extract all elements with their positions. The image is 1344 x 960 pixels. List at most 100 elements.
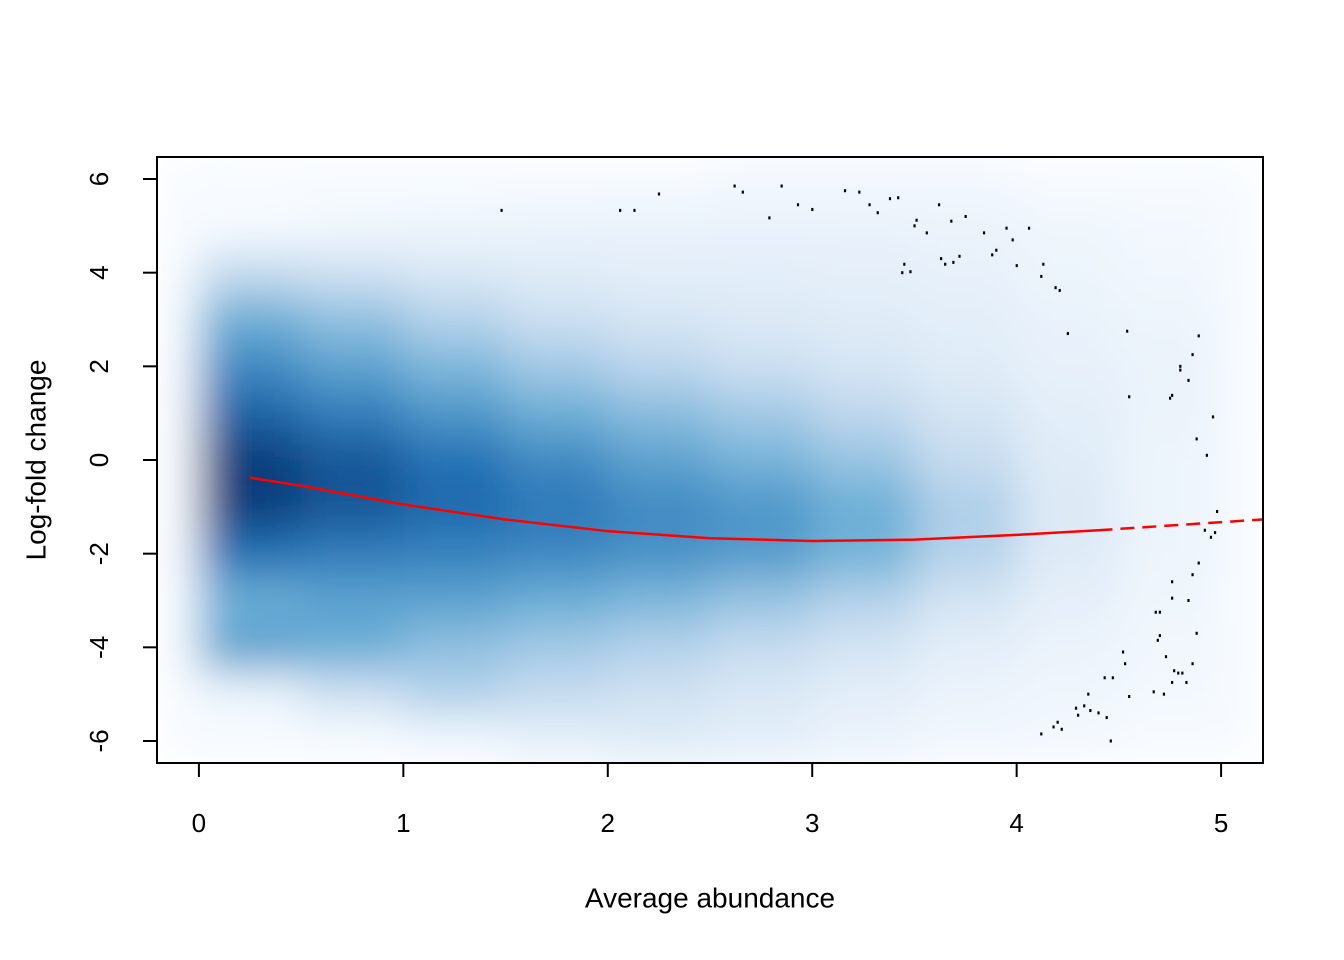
outlier-point: [1179, 368, 1182, 372]
x-tick-label: 0: [192, 808, 206, 838]
density-cell: [1118, 296, 1222, 344]
outlier-point: [1179, 364, 1182, 368]
density-cell: [607, 296, 711, 344]
density-cell: [505, 623, 609, 672]
outlier-point: [925, 231, 928, 235]
density-cell: [1118, 202, 1222, 250]
density-cell: [914, 157, 1018, 203]
density-cell: [812, 389, 915, 438]
outlier-point: [1187, 598, 1190, 602]
outlier-point: [1027, 226, 1031, 230]
outlier-point: [1177, 671, 1180, 675]
outlier-point: [1109, 739, 1112, 743]
y-tick-label: 2: [84, 359, 114, 373]
x-tick-label: 2: [601, 808, 615, 838]
outlier-point: [1156, 638, 1159, 642]
density-cell: [198, 389, 302, 438]
outlier-point: [876, 211, 879, 215]
density-cell: [1016, 670, 1120, 719]
outlier-point: [982, 231, 986, 235]
density-cell: [1016, 436, 1120, 484]
outlier-point: [1185, 680, 1188, 684]
density-cell: [812, 717, 915, 763]
outlier-point: [500, 208, 503, 212]
density-cell: [710, 202, 813, 250]
density-cell: [1016, 342, 1120, 391]
outlier-point: [1191, 573, 1194, 577]
density-cell: [1016, 577, 1120, 625]
outlier-point: [1203, 528, 1206, 532]
density-cell: [198, 530, 302, 578]
density-cell: [812, 249, 915, 297]
density-cell: [710, 157, 813, 203]
trend-line: [1098, 518, 1263, 532]
outlier-point: [995, 248, 998, 252]
outlier-point: [913, 224, 916, 228]
density-cell: [812, 436, 915, 484]
density-cell: [198, 157, 302, 203]
density-cell: [301, 577, 404, 625]
density-cell: [914, 389, 1018, 438]
outlier-point: [1042, 262, 1045, 266]
density-cell: [914, 483, 1018, 531]
outlier-point: [1152, 690, 1155, 694]
outlier-point: [952, 260, 955, 264]
density-cell: [710, 530, 813, 578]
outlier-point: [1103, 676, 1106, 680]
outlier-point: [897, 196, 900, 200]
density-cell: [505, 157, 609, 203]
density-cell: [1118, 436, 1222, 484]
density-cell: [1118, 483, 1222, 531]
outlier-point: [1005, 226, 1008, 230]
outlier-point: [1089, 709, 1092, 713]
density-cell: [403, 436, 507, 484]
outlier-point: [1060, 727, 1063, 731]
outlier-point: [733, 184, 736, 188]
density-cell: [710, 249, 813, 297]
density-cell: [198, 623, 302, 672]
outlier-point: [1191, 353, 1194, 357]
outlier-point: [1097, 711, 1100, 715]
density-cell: [1016, 389, 1120, 438]
density-cell: [403, 670, 507, 719]
density-cell: [607, 623, 711, 672]
density-cell: [505, 202, 609, 250]
outlier-point: [1197, 334, 1200, 338]
outlier-point: [1158, 634, 1161, 638]
outlier-point: [1105, 716, 1108, 720]
outlier-point: [1058, 288, 1061, 292]
density-cell: [198, 717, 302, 763]
outlier-point: [944, 262, 947, 266]
outlier-point: [1126, 329, 1129, 333]
outlier-point: [1213, 531, 1217, 535]
density-cells: [157, 157, 1263, 763]
density-cell: [301, 483, 404, 531]
density-cell: [607, 249, 711, 297]
outlier-point: [1195, 631, 1198, 635]
density-cell: [1016, 483, 1120, 531]
outlier-point: [1171, 596, 1174, 600]
density-cell: [607, 436, 711, 484]
y-axis-title: Log-fold change: [20, 360, 51, 561]
outlier-point: [909, 270, 912, 274]
density-cell: [812, 670, 915, 719]
density-cell: [1118, 249, 1222, 297]
density-cell: [403, 296, 507, 344]
density-cell: [607, 670, 711, 719]
density-cell: [403, 389, 507, 438]
outlier-point: [1216, 510, 1219, 514]
outlier-point: [1191, 662, 1194, 666]
outlier-point: [1040, 274, 1043, 278]
outlier-point: [901, 271, 904, 275]
density-cell: [403, 577, 507, 625]
outlier-point: [950, 219, 953, 223]
density-layer: [157, 157, 1263, 763]
density-cell: [607, 389, 711, 438]
outlier-point: [768, 216, 771, 220]
x-tick-label: 4: [1009, 808, 1023, 838]
density-cell: [505, 342, 609, 391]
density-cell: [710, 717, 813, 763]
density-cell: [505, 483, 609, 531]
trend-line: [249, 476, 1099, 543]
